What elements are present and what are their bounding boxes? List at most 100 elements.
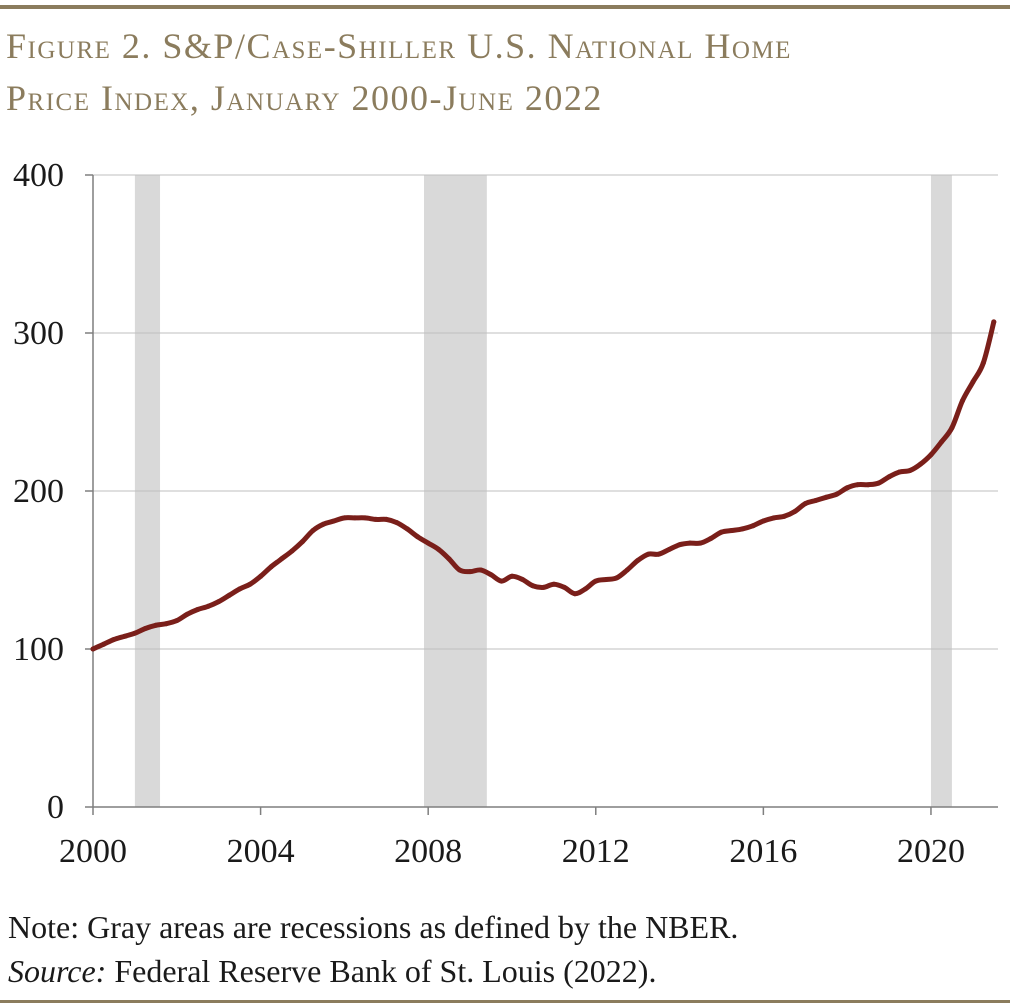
data-point-2009.25 [478,567,484,573]
data-point-2004.5 [279,556,284,562]
data-point-2005.5 [320,521,326,527]
data-point-2016.5 [781,513,787,519]
y-tick-label-400: 400 [13,157,64,194]
data-point-2004.75 [289,548,295,554]
data-point-2013 [635,558,641,563]
data-point-2015.5 [739,526,745,532]
data-point-2008.5 [446,556,452,562]
data-point-2004 [258,573,264,579]
y-tick-label-200: 200 [13,473,64,510]
data-point-2017.5 [823,494,829,500]
data-point-2011.5 [572,591,578,597]
data-point-2012.5 [614,575,620,581]
data-point-2011 [551,581,557,587]
data-point-2009.75 [499,578,504,584]
data-point-2013.75 [666,547,672,552]
data-point-2006.75 [373,516,379,522]
data-point-2010.5 [530,583,536,589]
data-point-2020.5 [949,425,955,431]
data-point-2014 [677,542,683,548]
x-tick-label-2016: 2016 [729,833,797,870]
data-point-2019.25 [897,469,902,475]
source-line: Source: Federal Reserve Bank of St. Loui… [8,949,1008,993]
data-point-2009.5 [488,572,494,578]
data-point-2018.25 [855,482,861,488]
data-point-2008.75 [457,567,463,573]
data-point-2014.5 [698,540,703,546]
data-point-2007 [383,516,389,522]
data-point-2017.25 [813,498,819,503]
y-tick-label-100: 100 [13,631,64,668]
data-point-2020 [928,452,934,458]
figure-title-line-1: Figure 2. S&P/Case-Shiller U.S. National… [6,26,792,66]
data-point-2008.25 [436,547,442,552]
data-point-2021.5 [991,319,997,325]
data-point-2001.25 [142,626,148,631]
data-point-2006.5 [362,515,368,521]
data-point-2018.75 [876,480,882,486]
data-point-2019.5 [907,468,913,473]
data-point-2001 [132,630,138,636]
data-point-2000.75 [121,633,127,639]
data-point-2017 [802,501,808,507]
y-tick-label-300: 300 [13,315,64,352]
line-chart: 0 100 200 300 400 2000 2004 2008 2012 2016 2020 [13,157,998,870]
horizontal-gridlines [93,174,998,650]
figure-note: Note: Gray areas are recessions as defin… [8,905,1008,993]
data-point-2011.75 [582,586,588,592]
data-point-2019.75 [918,461,923,467]
data-point-2005 [300,539,305,545]
data-point-2021 [970,379,976,385]
series-points-1 [90,319,997,652]
series-layer [90,319,997,652]
data-point-2007.5 [404,526,410,532]
data-point-2019 [886,474,892,480]
data-point-2008 [425,540,431,546]
data-point-2005.75 [331,518,337,524]
data-point-2011.25 [561,584,567,590]
data-point-2021.25 [980,360,986,366]
data-point-2018.5 [865,482,871,488]
data-point-2013.25 [645,551,651,557]
data-point-2002.5 [195,607,201,612]
data-point-2012.75 [624,567,630,573]
x-tick-labels: 2000 2004 2008 2012 2016 2020 [59,833,965,870]
y-tick-labels: 0 100 200 300 400 [13,157,64,826]
data-point-2012 [593,578,599,584]
data-point-2001.75 [163,621,169,627]
note-text: Note: Gray areas are recessions as defin… [8,909,739,945]
data-point-2007.75 [415,534,421,540]
data-point-2013.5 [656,551,662,557]
data-point-2007.25 [394,520,400,526]
data-point-2018 [844,485,850,491]
data-point-2010 [509,573,515,579]
source-text: Federal Reserve Bank of St. Louis (2022)… [106,953,657,989]
data-point-2015.75 [750,523,756,529]
data-point-2014.75 [708,535,714,541]
data-point-2010.25 [520,577,525,582]
source-label: Source: [8,953,107,989]
x-tick-label-2004: 2004 [227,833,295,870]
data-point-2017.75 [834,491,840,497]
x-tick-label-2020: 2020 [897,833,965,870]
data-point-2004.25 [268,564,274,570]
data-point-2000.5 [111,637,117,642]
data-point-2005.25 [310,528,316,533]
data-point-2006.25 [352,515,358,521]
data-point-2015 [719,529,724,535]
data-point-2009 [467,569,473,575]
y-tick-label-0: 0 [47,789,64,826]
data-point-2002.25 [184,611,190,617]
data-point-2003 [216,599,222,605]
data-point-2002.75 [205,603,211,609]
data-point-2016.75 [792,509,798,514]
top-rule [0,5,1010,9]
data-point-2015.25 [729,528,735,533]
data-point-2016 [760,518,766,524]
data-point-2000.25 [101,641,106,647]
figure-title-line-2: Price Index, January 2000-June 2022 [6,78,603,118]
data-point-2016.25 [771,515,777,521]
data-point-2003.5 [237,586,243,592]
data-point-2003.25 [226,592,232,598]
figure-title: Figure 2. S&P/Case-Shiller U.S. National… [6,20,1006,124]
